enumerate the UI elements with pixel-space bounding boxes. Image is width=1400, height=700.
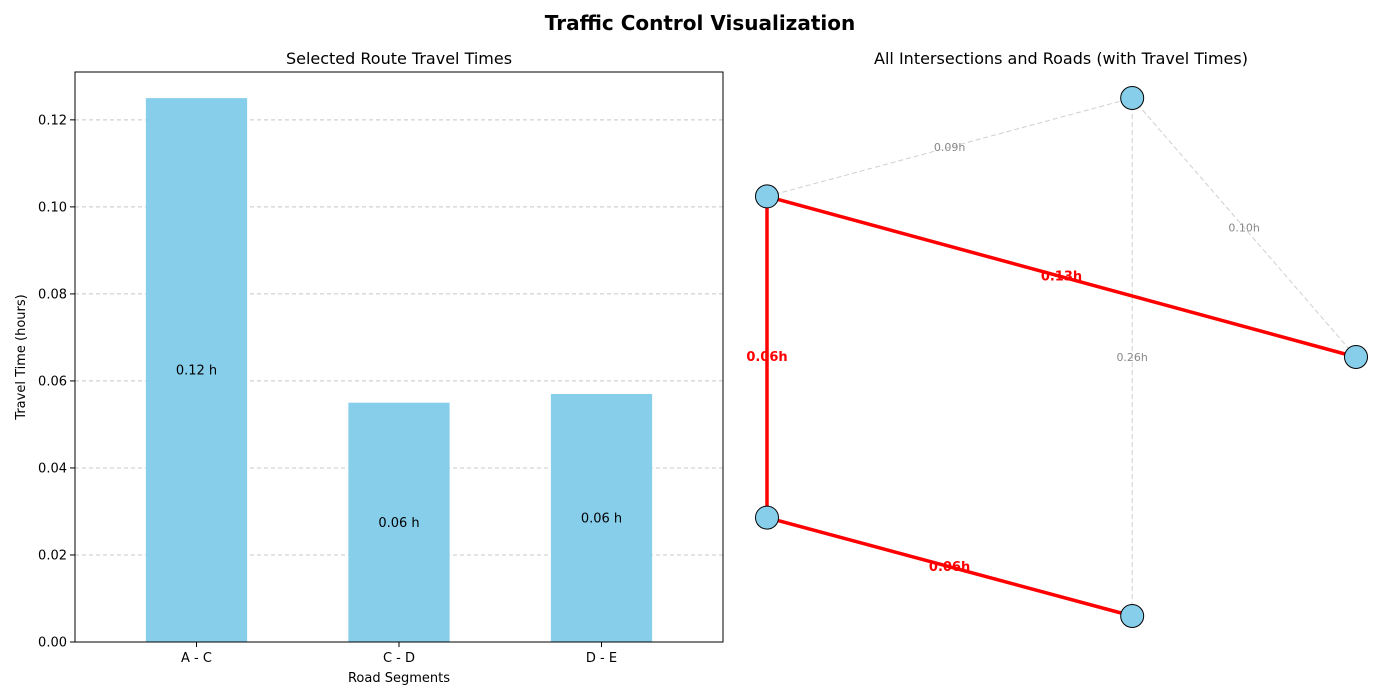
bar-bars [145, 98, 653, 642]
road-edge-label: 0.09h [934, 141, 965, 154]
bar-y-ticks: 0.00 0.02 0.04 0.06 0.08 0.10 0.12 [38, 113, 75, 651]
x-tick-label: C - D [383, 651, 415, 666]
intersection-node [755, 184, 779, 209]
bar [145, 98, 248, 642]
y-tick-label: 0.04 [38, 461, 67, 476]
y-tick-label: 0.08 [38, 287, 67, 302]
intersection-node [755, 505, 779, 530]
y-tick-label: 0.10 [38, 200, 67, 215]
route-edge-label: 0.06h [929, 560, 970, 575]
bar-data-label: 0.06 h [581, 511, 622, 526]
intersection-node [1120, 86, 1145, 110]
bar-chart-title: Selected Route Travel Times [286, 49, 512, 68]
route-edge [766, 515, 1133, 618]
bar-y-axis-label: Travel Time (hours) [14, 294, 29, 420]
road-edge-label: 0.26h [1116, 351, 1147, 364]
intersection-node [1120, 604, 1145, 628]
road-edge [766, 97, 1133, 197]
network-edges [765, 97, 1357, 618]
y-tick-label: 0.06 [38, 374, 67, 389]
y-tick-label: 0.00 [38, 636, 67, 651]
road-edge-label: 0.10h [1228, 222, 1259, 235]
bar-data-labels: 0.12 h 0.06 h 0.06 h [176, 364, 622, 531]
bar-data-label: 0.12 h [176, 364, 217, 379]
route-edge [766, 194, 1357, 359]
intersection-node [1344, 345, 1368, 369]
bar [348, 402, 450, 642]
network-chart-title: All Intersections and Roads (with Travel… [874, 49, 1248, 68]
bar-chart: Selected Route Travel Times 0.12 h 0.06 h… [14, 49, 724, 686]
route-edge-label: 0.06h [746, 350, 787, 365]
network-chart: All Intersections and Roads (with Travel… [746, 49, 1368, 628]
y-tick-label: 0.12 [38, 113, 67, 128]
road-edge [1131, 97, 1357, 358]
bar-data-label: 0.06 h [378, 516, 419, 531]
network-edge-labels: 0.09h 0.10h 0.26h 0.13h 0.06h 0.06h [746, 141, 1260, 575]
x-tick-label: A - C [181, 651, 212, 666]
bar [550, 393, 653, 642]
y-tick-label: 0.02 [38, 548, 67, 563]
figure-title: Traffic Control Visualization [545, 11, 855, 35]
bar-x-axis-label: Road Segments [348, 671, 450, 686]
route-edge-label: 0.13h [1041, 270, 1082, 285]
x-tick-label: D - E [586, 651, 617, 666]
network-nodes [755, 86, 1368, 628]
